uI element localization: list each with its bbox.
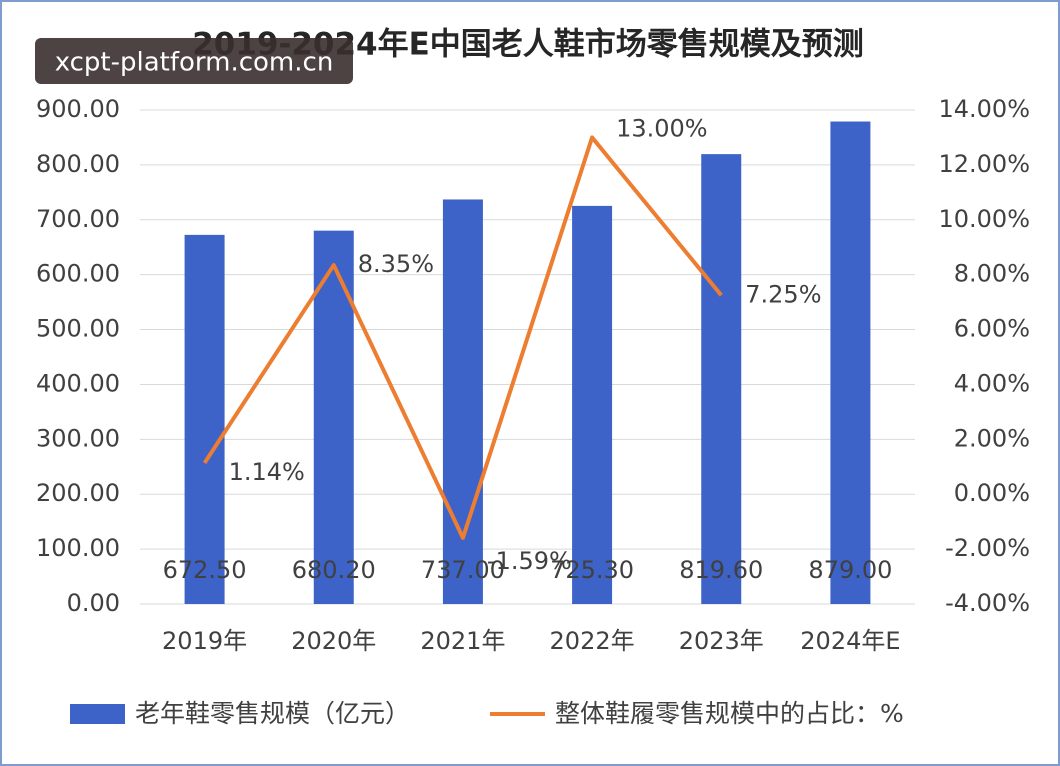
legend-label: 整体鞋履零售规模中的占比：% bbox=[555, 699, 904, 728]
x-tick-label: 2021年 bbox=[420, 627, 505, 655]
x-tick-label: 2023年 bbox=[679, 627, 764, 655]
bar bbox=[701, 154, 742, 604]
y2-tick-label: 4.00% bbox=[954, 369, 1030, 397]
y-tick-label: 300.00 bbox=[36, 424, 120, 452]
y2-tick-label: 0.00% bbox=[954, 479, 1030, 507]
watermark-box bbox=[35, 38, 353, 84]
y2-tick-label: -4.00% bbox=[945, 589, 1030, 617]
bar bbox=[442, 199, 483, 605]
legend-swatch bbox=[70, 704, 125, 724]
bar-value-label: 737.00 bbox=[421, 556, 505, 584]
line-value-label: 8.35% bbox=[358, 250, 434, 278]
bar bbox=[572, 205, 613, 605]
y-tick-label: 900.00 bbox=[36, 95, 120, 123]
line bbox=[202, 135, 723, 540]
x-tick-label: 2024年E bbox=[800, 627, 900, 655]
y2-tick-label: -2.00% bbox=[945, 534, 1030, 562]
y-tick-label: 400.00 bbox=[36, 369, 120, 397]
bar-value-label: 819.60 bbox=[679, 556, 763, 584]
y2-tick-label: 8.00% bbox=[954, 260, 1030, 288]
bar-value-label: 879.00 bbox=[808, 556, 892, 584]
y-tick-label: 0.00 bbox=[67, 589, 120, 617]
y-tick-label: 100.00 bbox=[36, 534, 120, 562]
line-value-label: 7.25% bbox=[745, 280, 821, 308]
bar bbox=[184, 234, 225, 604]
bar-value-label: 725.30 bbox=[550, 556, 634, 584]
watermark: xcpt-platform.com.cn bbox=[55, 48, 334, 78]
y-tick-label: 800.00 bbox=[36, 150, 120, 178]
y2-tick-label: 10.00% bbox=[938, 205, 1030, 233]
x-tick-label: 2020年 bbox=[291, 627, 376, 655]
bar-value-label: 680.20 bbox=[292, 556, 376, 584]
y-tick-label: 600.00 bbox=[36, 260, 120, 288]
line-value-label: 13.00% bbox=[616, 114, 708, 142]
y2-tick-label: 14.00% bbox=[938, 95, 1030, 123]
bar bbox=[830, 121, 871, 604]
y-tick-label: 500.00 bbox=[36, 315, 120, 343]
bar-value-label: 672.50 bbox=[163, 556, 247, 584]
y-tick-label: 200.00 bbox=[36, 479, 120, 507]
x-tick-label: 2019年 bbox=[162, 627, 247, 655]
y2-tick-label: 12.00% bbox=[938, 150, 1030, 178]
x-tick-label: 2022年 bbox=[550, 627, 635, 655]
line-value-label: 1.14% bbox=[229, 458, 305, 486]
legend-label: 老年鞋零售规模（亿元） bbox=[135, 699, 410, 728]
y2-tick-label: 2.00% bbox=[954, 424, 1030, 452]
line-value-label: -1.59% bbox=[487, 547, 572, 575]
y2-tick-label: 6.00% bbox=[954, 315, 1030, 343]
y-tick-label: 700.00 bbox=[36, 205, 120, 233]
